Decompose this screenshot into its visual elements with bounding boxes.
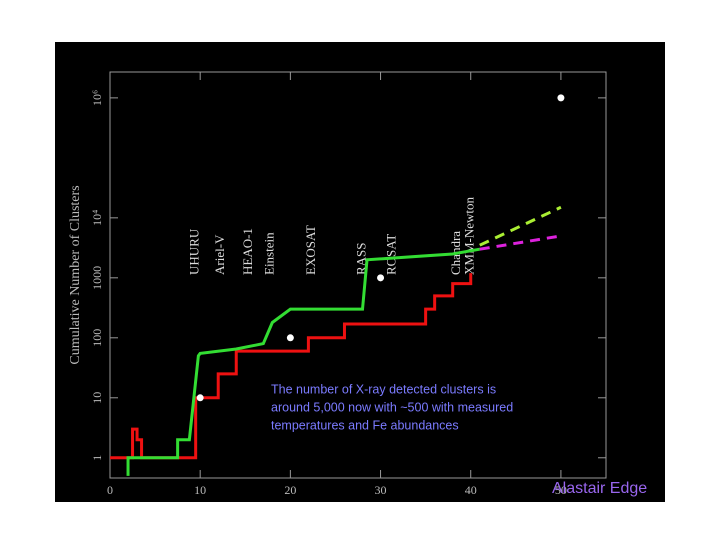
y-tick-label: 1000 — [90, 266, 104, 290]
projection-line — [479, 234, 562, 251]
y-tick-label: 10 — [90, 392, 104, 404]
mission-label: XMM-Newton — [462, 197, 477, 275]
x-tick-label: 10 — [194, 483, 206, 497]
mission-label: HEAO-1 — [240, 228, 255, 275]
caption-line: The number of X-ray detected clusters is — [271, 382, 496, 396]
x-tick-label: 30 — [375, 483, 387, 497]
mission-label: ROSAT — [383, 234, 398, 275]
point — [377, 274, 385, 282]
mission-label: Einstein — [262, 232, 277, 275]
mission-label: UHURU — [187, 228, 202, 275]
x-tick-label: 0 — [107, 483, 113, 497]
x-tick-label: 20 — [284, 483, 296, 497]
mission-label: Ariel-V — [212, 234, 227, 275]
x-tick-label: 50 — [555, 483, 567, 497]
mission-label: RASS — [353, 242, 368, 275]
y-axis-title: Cumulative Number of Clusters — [68, 185, 83, 364]
credit: Alastair Edge — [552, 480, 647, 497]
point — [557, 94, 565, 102]
mission-label: EXOSAT — [303, 225, 318, 275]
y-tick-label: 100 — [90, 329, 104, 347]
y-tick-label: 10⁴ — [90, 210, 104, 226]
y-tick-label: 1 — [90, 455, 104, 461]
point — [196, 394, 204, 402]
count-line — [126, 247, 481, 476]
plot-frame — [109, 71, 607, 479]
projection-line — [479, 205, 562, 247]
y-tick-label: 10⁶ — [90, 90, 104, 106]
caption-line: around 5,000 now with ~500 with measured — [271, 400, 513, 414]
caption-line: temperatures and Fe abundances — [271, 418, 459, 432]
point — [286, 334, 294, 342]
chart-panel — [55, 42, 665, 502]
count-line — [110, 273, 473, 460]
x-tick-label: 40 — [465, 483, 477, 497]
